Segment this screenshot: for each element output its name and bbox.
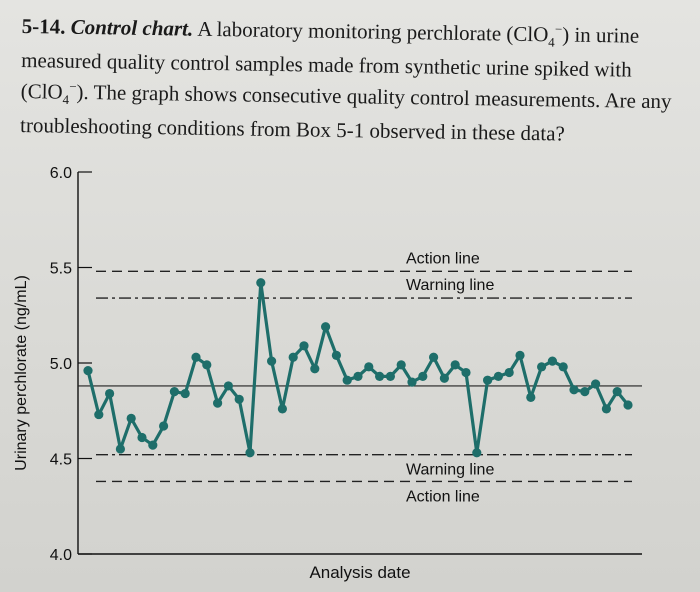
y-axis-label: Urinary perchlorate (ng/mL) [13,275,30,471]
data-point [450,360,460,370]
axis-labels: Analysis date Urinary perchlorate (ng/mL) [13,275,411,582]
data-point [364,362,374,372]
data-point [137,432,147,443]
data-point [439,373,449,383]
data-point [461,367,471,378]
y-tick-label: 5.5 [50,261,72,278]
data-point [180,388,190,399]
data-point [558,362,568,372]
reference-lines: Action line Warning line Warning line Actio… [78,250,642,505]
data-point [321,322,331,332]
data-point [105,388,115,399]
series-path [86,281,630,455]
series-line [86,281,630,455]
data-point [115,444,125,454]
data-point [526,392,536,402]
data-point [515,350,525,360]
data-point [277,404,287,414]
data-point [569,385,579,395]
data-point [580,387,590,397]
data-point [234,394,244,404]
data-points [83,278,633,458]
data-point [353,371,363,381]
y-tick-label: 6.0 [50,165,72,182]
data-point [245,448,255,458]
data-point [375,371,385,381]
data-point [483,375,493,385]
data-point [396,360,406,370]
problem-title: Control chart. [70,14,194,41]
reference-line-label: Warning line [406,277,494,294]
data-point [385,371,395,381]
data-point [256,278,266,288]
data-point [310,364,320,374]
ion-subscript-2: 4 [62,92,70,108]
control-chart: 6.0 5.5 5.0 4.5 4.0 Action line Warning line W… [13,165,642,582]
x-axis-label: Analysis date [309,563,410,582]
data-point [169,387,179,397]
data-point [407,377,417,387]
data-point [493,371,503,381]
data-point [159,421,169,431]
data-point [288,352,298,362]
data-point [202,360,212,370]
problem-text-after: ). The graph shows consecutive quality c… [19,80,672,146]
y-tick-label: 4.0 [50,547,72,564]
data-point [537,362,547,372]
problem-number: 5-14. [21,13,66,39]
data-point [504,367,514,378]
reference-line-label: Warning line [406,462,494,479]
data-point [418,371,428,381]
data-point [94,409,104,420]
reference-line-label: Action line [406,488,480,505]
data-point [299,341,309,351]
data-point [429,352,439,362]
data-point [223,381,233,391]
problem-text: 5-14. Control chart. A laboratory monito… [20,8,682,149]
problem-text-before: A laboratory monitoring perchlorate (ClO [193,16,549,47]
data-point [547,356,558,366]
data-point [267,356,277,366]
data-point [623,400,633,410]
data-point [612,387,622,397]
y-tick-label: 5.0 [50,356,72,373]
data-point [148,440,158,450]
data-point [213,398,223,408]
y-tick-label: 4.5 [50,452,72,469]
ion-subscript: 4 [548,34,555,50]
data-point [83,366,93,376]
data-point [591,379,601,389]
chart-axes: 6.0 5.5 5.0 4.5 4.0 [50,165,642,564]
data-point [472,448,482,458]
reference-line-label: Action line [406,250,480,267]
data-point [601,404,612,414]
data-point [342,375,352,385]
data-point [126,413,136,423]
data-point [331,350,341,360]
data-point [191,352,201,362]
